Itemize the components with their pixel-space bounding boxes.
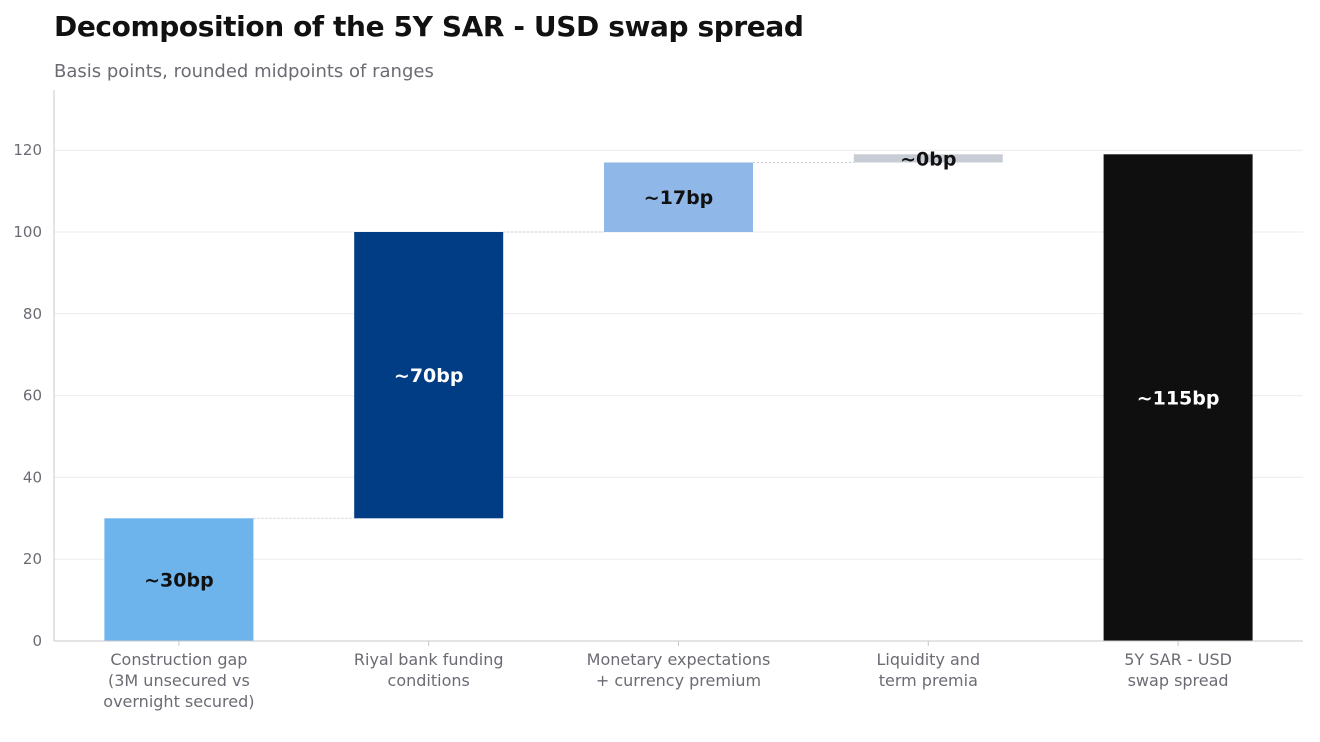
bar bbox=[1103, 154, 1253, 642]
x-category-label: term premia bbox=[879, 671, 978, 690]
chart-title: Decomposition of the 5Y SAR - USD swap s… bbox=[54, 10, 804, 43]
chart-subtitle: Basis points, rounded midpoints of range… bbox=[54, 61, 434, 82]
y-tick-label: 40 bbox=[23, 468, 42, 486]
bar-value-label: ~17bp bbox=[644, 187, 714, 209]
bar-value-label: ~70bp bbox=[394, 365, 464, 387]
x-category-label: Construction gap bbox=[110, 650, 247, 669]
y-tick-label: 100 bbox=[13, 223, 42, 241]
y-tick-label: 0 bbox=[32, 632, 42, 650]
x-category-label: overnight secured) bbox=[103, 692, 254, 711]
x-category-label: Liquidity and bbox=[876, 650, 980, 669]
labels: ~30bp Construction gap (3M unsecured vs ove… bbox=[103, 148, 1232, 711]
bar-value-label: ~30bp bbox=[144, 570, 214, 592]
x-category-label: 5Y SAR - USD bbox=[1124, 650, 1232, 669]
x-category-label: swap spread bbox=[1128, 671, 1229, 690]
axes: 0 20 40 60 80 100 120 bbox=[13, 90, 1303, 650]
y-tick-label: 20 bbox=[23, 550, 42, 568]
x-category-label: (3M unsecured vs bbox=[108, 671, 250, 690]
bars bbox=[104, 154, 1253, 642]
x-category-label: conditions bbox=[388, 671, 470, 690]
connectors bbox=[253, 161, 854, 519]
y-tick-label: 120 bbox=[13, 141, 42, 159]
bar bbox=[604, 162, 753, 232]
bar-value-label: ~115bp bbox=[1137, 388, 1220, 410]
y-tick-label: 60 bbox=[23, 387, 42, 405]
bar bbox=[354, 232, 504, 519]
bar bbox=[853, 154, 1003, 163]
x-category-label: Riyal bank funding bbox=[354, 650, 504, 669]
bar bbox=[104, 518, 254, 641]
y-tick-label: 80 bbox=[23, 305, 42, 323]
bar-value-label: ~0bp bbox=[900, 148, 956, 170]
x-category-label: + currency premium bbox=[596, 671, 761, 690]
x-category-label: Monetary expectations bbox=[587, 650, 771, 669]
